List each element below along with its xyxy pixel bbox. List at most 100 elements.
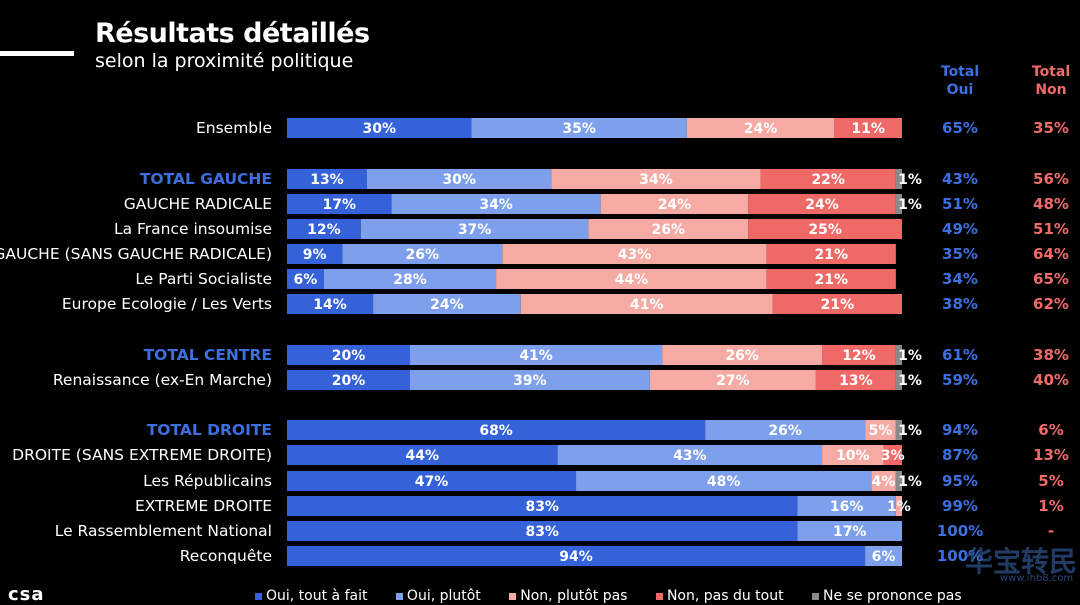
data-label: 9%	[303, 247, 327, 263]
data-label: 48%	[707, 474, 741, 490]
bar-segment	[391, 194, 601, 214]
bar-segment	[287, 496, 798, 516]
total-oui-value: 43%	[942, 170, 978, 188]
bar-segment	[895, 496, 902, 516]
total-oui-value: 94%	[942, 421, 978, 439]
bar-segment	[895, 370, 902, 390]
watermark: 华宝转民	[965, 545, 1078, 578]
bar-segment	[287, 420, 706, 440]
total-non-value: 56%	[1033, 170, 1069, 188]
bar-segment	[287, 370, 410, 390]
total-oui-value: 61%	[942, 346, 978, 364]
column-header-line: Total	[940, 64, 980, 80]
data-label: 26%	[652, 222, 686, 238]
total-oui-value: 87%	[942, 446, 978, 464]
legend-item-non-pas-du-tout: Non, pas du tout	[655, 588, 784, 604]
total-oui-header: Total Oui	[930, 63, 990, 99]
data-label: 5%	[869, 423, 893, 439]
row-label: Le Rassemblement National	[55, 522, 272, 540]
row-label: Europe Ecologie / Les Verts	[62, 295, 272, 313]
bar-segment	[502, 244, 767, 264]
bar-segment	[287, 194, 392, 214]
bar-segment	[287, 219, 361, 239]
total-oui-value: 65%	[942, 119, 978, 137]
data-label: 1%	[887, 499, 911, 515]
row-label: Renaissance (ex-En Marche)	[53, 371, 272, 389]
data-label: 30%	[362, 121, 396, 137]
bar-segment	[871, 471, 896, 491]
bar-segment	[815, 370, 896, 390]
bar-segment	[895, 194, 902, 214]
data-label: 35%	[562, 121, 596, 137]
data-label: 14%	[313, 297, 347, 313]
total-oui-value: 59%	[942, 371, 978, 389]
data-label: 68%	[479, 423, 513, 439]
data-label: 26%	[725, 348, 759, 364]
legend-item-oui-plutot: Oui, plutôt	[395, 588, 481, 604]
total-non-value: 35%	[1033, 119, 1069, 137]
bar-segment	[323, 269, 497, 289]
legend-swatch	[395, 592, 403, 600]
total-oui-value: 38%	[942, 295, 978, 313]
data-label: 37%	[458, 222, 492, 238]
column-header-line: Non	[1035, 82, 1067, 98]
bar-segment	[551, 169, 761, 189]
bar-segment	[342, 244, 503, 264]
legend-swatch	[509, 592, 517, 600]
bar-segment	[705, 420, 866, 440]
total-non-value: 65%	[1033, 270, 1069, 288]
data-label: 94%	[559, 549, 593, 565]
legend-item-non-plutot-pas: Non, plutôt pas	[509, 588, 627, 604]
data-label: 22%	[811, 172, 845, 188]
bar-segment	[772, 294, 902, 314]
data-label: 25%	[808, 222, 842, 238]
total-oui-value: 95%	[942, 472, 978, 490]
column-header-line: Oui	[946, 82, 974, 98]
data-label: 24%	[658, 197, 692, 213]
data-label: 24%	[744, 121, 778, 137]
bar-segment	[576, 471, 872, 491]
total-non-value: 6%	[1038, 421, 1063, 439]
bar-segment	[748, 194, 896, 214]
total-non-value: 51%	[1033, 220, 1069, 238]
data-label: 10%	[836, 448, 870, 464]
bar-segment	[797, 521, 902, 541]
data-label: 21%	[815, 272, 849, 288]
data-label: 1%	[898, 373, 922, 389]
data-label: 13%	[310, 172, 344, 188]
total-oui-value: 100%	[937, 547, 983, 565]
row-label: Reconquête	[180, 547, 272, 565]
total-non-value: 62%	[1033, 295, 1069, 313]
row-label: TOTAL CENTRE	[144, 346, 272, 364]
bar-segment	[287, 521, 798, 541]
legend-item-nsp: Ne se prononce pas	[812, 588, 962, 604]
row-label: TOTAL GAUCHE	[140, 170, 272, 188]
data-label: 41%	[630, 297, 664, 313]
title-rule	[0, 51, 74, 56]
bar-segment	[287, 118, 472, 138]
data-label: 6%	[872, 549, 896, 565]
row-label: GAUCHE (SANS GAUCHE RADICALE)	[0, 245, 272, 263]
bar-segment	[895, 345, 902, 365]
data-label: 26%	[768, 423, 802, 439]
data-label: 20%	[332, 348, 366, 364]
bar-segment	[287, 345, 410, 365]
bar-segment	[287, 546, 866, 566]
bar-segment	[822, 345, 896, 365]
page-subtitle: selon la proximité politique	[95, 50, 354, 72]
data-label: 20%	[332, 373, 366, 389]
data-label: 41%	[519, 348, 553, 364]
total-non-value: -	[1048, 522, 1054, 540]
row-label: GAUCHE RADICALE	[124, 195, 272, 213]
data-label: 16%	[830, 499, 864, 515]
bar-segment	[766, 269, 896, 289]
bar-segment	[557, 445, 823, 465]
data-label: 26%	[406, 247, 440, 263]
data-label: 47%	[415, 474, 449, 490]
data-label: 1%	[898, 348, 922, 364]
legend-swatch	[655, 592, 663, 600]
legend-item-oui-tout-a-fait: Oui, tout à fait	[255, 588, 367, 604]
legend-swatch	[255, 592, 262, 600]
bar-segment	[366, 169, 552, 189]
